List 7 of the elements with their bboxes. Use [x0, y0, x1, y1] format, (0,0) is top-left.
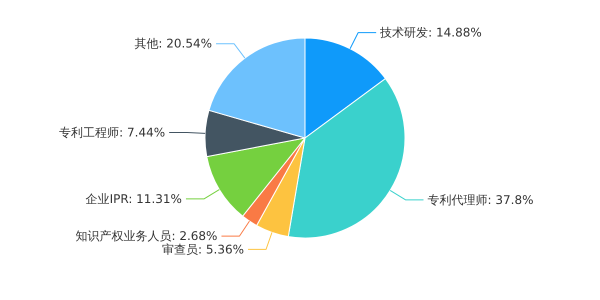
- slice-label: 审查员: 5.36%: [162, 242, 244, 256]
- slice-label: 其他: 20.54%: [134, 36, 212, 51]
- slice-label: 知识产权业务人员: 2.68%: [75, 229, 218, 244]
- slice-label: 技术研发: 14.88%: [379, 26, 482, 40]
- slice-label: 专利代理师: 37.8%: [428, 192, 534, 207]
- slice-label: 企业IPR: 11.31%: [86, 192, 182, 206]
- slice-label: 专利工程师: 7.44%: [59, 126, 166, 140]
